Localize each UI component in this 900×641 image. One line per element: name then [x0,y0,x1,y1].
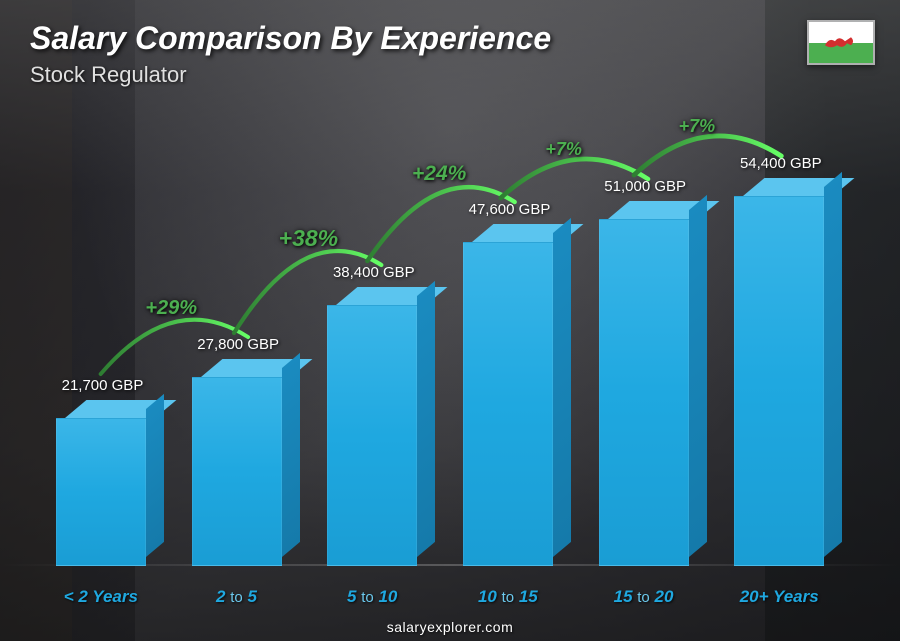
increment-pct-1: +38% [279,225,338,252]
bar-front [327,305,417,566]
flag-top-stripe [809,22,873,43]
bar-value-label: 47,600 GBP [469,201,551,218]
bar-front [734,196,824,566]
bar-2: 38,400 GBP [327,305,417,566]
bar-4: 51,000 GBP [599,219,689,566]
salary-chart: Salary Comparison By Experience Stock Re… [0,0,900,641]
x-label-2: 5 to 10 [311,587,433,607]
bar-slot-0: 21,700 GBP [40,126,162,566]
bar-0: 21,700 GBP [56,418,146,566]
x-label-0: < 2 Years [40,587,162,607]
bar-side [824,172,842,557]
bar-front [599,219,689,566]
bar-value-label: 21,700 GBP [62,377,144,394]
bar-3: 47,600 GBP [463,242,553,566]
bar-5: 54,400 GBP [734,196,824,566]
x-label-4: 15 to 20 [583,587,705,607]
bar-front [463,242,553,566]
bar-slot-2: 38,400 GBP [311,126,433,566]
bar-value-label: 51,000 GBP [604,178,686,195]
bar-front [56,418,146,566]
wales-flag-icon [807,20,875,65]
bar-side [146,394,164,557]
increment-pct-0: +29% [145,297,197,320]
bar-value-label: 54,400 GBP [740,155,822,172]
bar-side [553,218,571,557]
x-label-3: 10 to 15 [447,587,569,607]
increment-pct-2: +24% [412,162,466,186]
bar-value-label: 27,800 GBP [197,336,279,353]
increment-pct-4: +7% [679,116,716,137]
bar-slot-3: 47,600 GBP [447,126,569,566]
bars-area: 21,700 GBP 27,800 GBP 38,400 GBP 47,600 GBP… [40,126,840,566]
bar-1: 27,800 GBP [192,377,282,566]
chart-title: Salary Comparison By Experience [30,20,551,57]
bar-value-label: 38,400 GBP [333,264,415,281]
x-label-1: 2 to 5 [176,587,298,607]
x-label-5: 20+ Years [718,587,840,607]
bar-slot-5: 54,400 GBP [718,126,840,566]
bar-side [417,281,435,557]
dragon-icon [809,32,873,53]
bar-side [282,353,300,557]
attribution: salaryexplorer.com [0,619,900,635]
bar-slot-1: 27,800 GBP [176,126,298,566]
chart-subtitle: Stock Regulator [30,62,187,88]
increment-pct-3: +7% [545,139,582,160]
bar-front [192,377,282,566]
bar-slot-4: 51,000 GBP [583,126,705,566]
x-axis-labels: < 2 Years 2 to 5 5 to 10 10 to 15 15 to 20 20… [40,587,840,607]
bar-side [689,195,707,557]
